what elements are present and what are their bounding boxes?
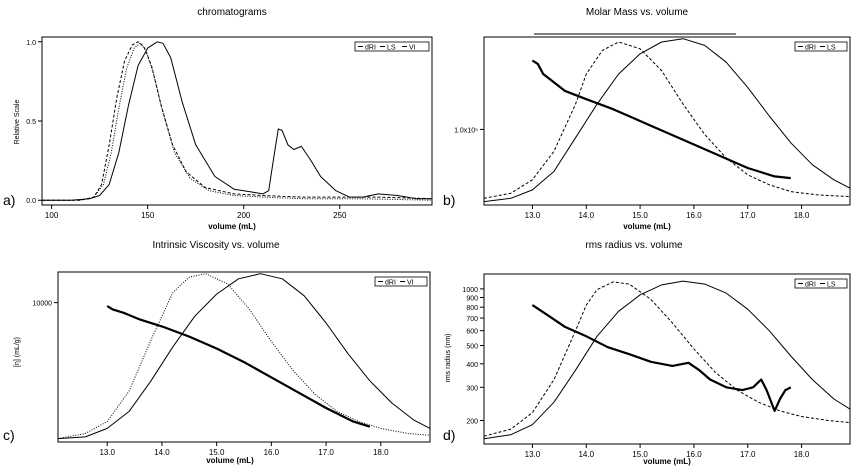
panel-d-ytick-label: 600 bbox=[466, 329, 478, 336]
panel-d-ytick-label: 900 bbox=[466, 296, 478, 303]
panel-d-ytick-label: 700 bbox=[466, 316, 478, 323]
panel-c-xtick-label: 15.0 bbox=[209, 448, 225, 457]
panel-d-xtick-label: 15.0 bbox=[632, 450, 648, 459]
panel-b-xtick-label: 16.0 bbox=[686, 211, 702, 220]
panel-b-xtick-label: 15.0 bbox=[632, 211, 648, 220]
panel-c-label: c) bbox=[3, 427, 15, 443]
panel-a-frame bbox=[41, 36, 433, 206]
panel-c-legend-label: dRI bbox=[385, 280, 396, 287]
panel-b-xlabel: volume (mL) bbox=[623, 222, 671, 231]
panel-d-series-rms-radius bbox=[531, 304, 792, 412]
panel-b-xtick-label: 14.0 bbox=[578, 211, 594, 220]
panel-d-rms-radius: rms radius vs. volume rms radius (nm) vo… bbox=[443, 240, 851, 466]
panel-d-xtick-label: 14.0 bbox=[578, 450, 594, 459]
panel-b-ytick-label: 1.0x10⁵ bbox=[454, 127, 478, 134]
panel-d-series-dri bbox=[484, 280, 850, 440]
panel-a-title: chromatograms bbox=[197, 7, 266, 18]
panel-a-label: a) bbox=[3, 192, 15, 208]
panel-c-xtick-label: 16.0 bbox=[264, 448, 280, 457]
panel-c-xtick-label: 13.0 bbox=[99, 448, 115, 457]
panel-b-series-molar-mass bbox=[531, 59, 791, 180]
panel-a-xtick-label: 150 bbox=[141, 211, 155, 220]
panel-d-xtick-label: 16.0 bbox=[686, 450, 702, 459]
panel-a-xtick-label: 100 bbox=[45, 211, 59, 220]
panel-d-ytick-label: 400 bbox=[466, 362, 478, 369]
panel-c-series-intrinsic-viscosity bbox=[106, 305, 371, 428]
panel-a-series-vi bbox=[42, 42, 432, 201]
panel-c-xtick-label: 18.0 bbox=[373, 448, 389, 457]
panel-d-ytick-label: 300 bbox=[466, 385, 478, 392]
panel-d-series-ls bbox=[484, 281, 850, 437]
panel-d-xtick-label: 13.0 bbox=[525, 450, 541, 459]
panel-b-xtick-label: 18.0 bbox=[794, 211, 810, 220]
panel-d-title: rms radius vs. volume bbox=[585, 240, 683, 251]
panel-c-series-dri bbox=[58, 273, 430, 440]
panel-b-series-ls bbox=[484, 41, 850, 199]
panel-a-legend-label: VI bbox=[409, 45, 416, 52]
panel-d-ytick-label: 800 bbox=[466, 305, 478, 312]
panel-c-title: Intrinsic Viscosity vs. volume bbox=[152, 240, 280, 251]
panel-d-xlabel: volume (mL) bbox=[643, 457, 691, 466]
panel-c-intrinsic-viscosity: Intrinsic Viscosity vs. volume [η] (mL/g… bbox=[3, 240, 431, 465]
panel-c-xlabel: volume (mL) bbox=[206, 456, 254, 465]
panel-b-label: b) bbox=[443, 192, 455, 208]
panel-a-xtick-label: 250 bbox=[333, 211, 347, 220]
panel-d-xtick-label: 17.0 bbox=[740, 450, 756, 459]
panel-c-ytick-label: 10000 bbox=[33, 301, 53, 308]
panel-d-label: d) bbox=[443, 427, 455, 443]
panel-a-ytick-label: 1.0 bbox=[26, 40, 36, 47]
panel-b-legend-label: dRI bbox=[805, 45, 816, 52]
panel-c-legend-label: VI bbox=[407, 280, 414, 287]
panel-d-legend-label: LS bbox=[827, 282, 836, 289]
panel-d-xtick-label: 18.0 bbox=[794, 450, 810, 459]
panel-a-chromatograms: chromatograms Relative Scale volume (mL)… bbox=[3, 7, 433, 231]
panel-b-xtick-label: 17.0 bbox=[740, 211, 756, 220]
panel-a-legend-label: dRI bbox=[365, 45, 376, 52]
panel-a-xtick-label: 200 bbox=[237, 211, 251, 220]
panel-a-ylabel: Relative Scale bbox=[14, 100, 21, 145]
panel-d-legend-label: dRI bbox=[805, 282, 816, 289]
panel-d-frame bbox=[483, 273, 851, 445]
panel-a-ytick-label: 0.5 bbox=[26, 119, 36, 126]
panel-b-series-dri bbox=[484, 38, 850, 203]
panel-a-xlabel: volume (mL) bbox=[208, 222, 256, 231]
panel-d-ylabel: rms radius (nm) bbox=[445, 333, 452, 382]
panel-d-ytick-label: 500 bbox=[466, 344, 478, 351]
panel-d-ytick-label: 200 bbox=[466, 418, 478, 425]
panel-c-series-vi bbox=[58, 273, 430, 440]
panel-b-xtick-label: 13.0 bbox=[525, 211, 541, 220]
panel-a-series-dri bbox=[42, 41, 432, 201]
panel-b-title: Molar Mass vs. volume bbox=[586, 7, 689, 18]
panel-a-legend-label: LS bbox=[387, 45, 396, 52]
panel-b-legend-label: LS bbox=[827, 45, 836, 52]
panel-a-series-ls bbox=[42, 41, 432, 201]
panel-a-ytick-label: 0.0 bbox=[26, 198, 36, 205]
panel-c-frame bbox=[57, 271, 431, 443]
panel-c-xtick-label: 17.0 bbox=[318, 448, 334, 457]
panel-b-frame bbox=[483, 36, 851, 206]
panel-b-molar-mass: Molar Mass vs. volume volume (mL) b) 13.… bbox=[443, 7, 851, 231]
panel-c-ylabel: [η] (mL/g) bbox=[14, 337, 21, 367]
panel-d-ytick-label: 1000 bbox=[462, 287, 478, 294]
panel-a-legend bbox=[354, 41, 430, 52]
panel-c-xtick-label: 14.0 bbox=[154, 448, 170, 457]
